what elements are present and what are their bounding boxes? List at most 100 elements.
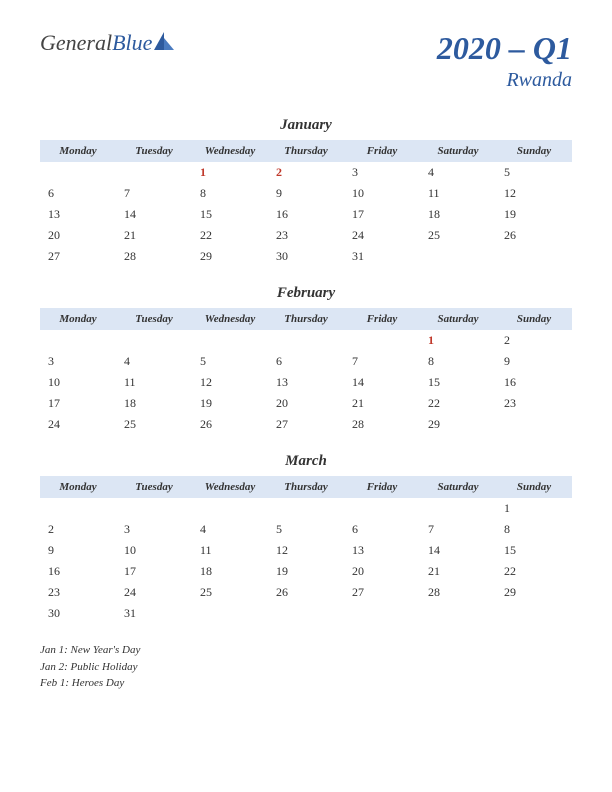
calendar-cell: 18 [116, 393, 192, 414]
calendar-cell: 27 [40, 246, 116, 267]
calendar-cell: 10 [116, 540, 192, 561]
month-block: MarchMondayTuesdayWednesdayThursdayFrida… [40, 453, 572, 624]
day-header: Friday [344, 308, 420, 330]
calendar-cell: 3 [116, 519, 192, 540]
day-header: Monday [40, 140, 116, 162]
calendar-cell: 13 [268, 372, 344, 393]
day-header: Sunday [496, 308, 572, 330]
month-block: February MondayTuesdayWednesdayThursdayFr… [40, 285, 572, 435]
calendar-table: MondayTuesdayWednesdayThursdayFridaySatu… [40, 140, 572, 267]
calendar-cell: 29 [496, 582, 572, 603]
calendar-cell: 16 [268, 204, 344, 225]
calendar-row: 2728293031 [40, 246, 572, 267]
calendar-cell: 24 [40, 414, 116, 435]
calendar-cell: 5 [192, 351, 268, 372]
calendar-cell: 20 [268, 393, 344, 414]
calendar-cell: 10 [344, 183, 420, 204]
calendar-cell: 8 [420, 351, 496, 372]
calendar-row: 17181920212223 [40, 393, 572, 414]
calendar-cell [40, 330, 116, 351]
day-header: Tuesday [116, 308, 192, 330]
calendar-row: 9101112131415 [40, 540, 572, 561]
day-header: Sunday [496, 476, 572, 498]
calendar-row: 12345 [40, 162, 572, 183]
calendar-cell [40, 162, 116, 183]
calendar-row: 20212223242526 [40, 225, 572, 246]
calendar-cell: 18 [420, 204, 496, 225]
calendar-cell: 27 [268, 414, 344, 435]
calendar-cell: 14 [344, 372, 420, 393]
logo-text-general: General [40, 30, 112, 56]
calendar-cell: 17 [40, 393, 116, 414]
calendar-cell: 30 [268, 246, 344, 267]
calendar-cell [116, 330, 192, 351]
calendar-cell: 4 [420, 162, 496, 183]
calendar-row: 16171819202122 [40, 561, 572, 582]
logo-text-blue: Blue [112, 30, 152, 56]
calendar-cell: 5 [268, 519, 344, 540]
calendar-cell: 19 [496, 204, 572, 225]
calendar-cell: 3 [40, 351, 116, 372]
calendar-cell: 25 [116, 414, 192, 435]
calendar-cell: 25 [192, 582, 268, 603]
calendar-cell: 15 [496, 540, 572, 561]
holiday-entry: Jan 1: New Year's Day [40, 642, 572, 659]
day-header: Saturday [420, 476, 496, 498]
holidays-list: Jan 1: New Year's DayJan 2: Public Holid… [40, 642, 572, 692]
calendar-cell [344, 330, 420, 351]
calendar-row: 23242526272829 [40, 582, 572, 603]
calendar-cell: 12 [268, 540, 344, 561]
calendar-cell: 17 [344, 204, 420, 225]
calendar-row: 3456789 [40, 351, 572, 372]
calendar-table: MondayTuesdayWednesdayThursdayFridaySatu… [40, 308, 572, 435]
calendar-cell: 7 [116, 183, 192, 204]
calendar-cell: 2 [268, 162, 344, 183]
country-name: Rwanda [437, 69, 572, 92]
calendar-cell: 29 [420, 414, 496, 435]
quarter-title: 2020 – Q1 [437, 30, 572, 67]
calendar-row: 12 [40, 330, 572, 351]
calendar-cell: 12 [496, 183, 572, 204]
calendar-cell: 6 [268, 351, 344, 372]
calendar-cell: 16 [40, 561, 116, 582]
calendar-cell: 11 [192, 540, 268, 561]
calendar-cell [192, 330, 268, 351]
day-header: Tuesday [116, 140, 192, 162]
calendar-cell: 2 [496, 330, 572, 351]
calendar-cell: 23 [40, 582, 116, 603]
calendar-cell: 31 [116, 603, 192, 624]
header: GeneralBlue 2020 – Q1 Rwanda [40, 30, 572, 92]
month-name: February [40, 285, 572, 302]
logo: GeneralBlue [40, 30, 174, 56]
day-header: Friday [344, 140, 420, 162]
calendar-cell: 26 [192, 414, 268, 435]
day-header: Thursday [268, 308, 344, 330]
calendar-cell: 7 [344, 351, 420, 372]
calendar-row: 242526272829 [40, 414, 572, 435]
calendar-cell: 17 [116, 561, 192, 582]
calendar-cell: 24 [116, 582, 192, 603]
calendar-cell: 20 [40, 225, 116, 246]
calendar-cell: 13 [344, 540, 420, 561]
calendar-cell [496, 246, 572, 267]
calendar-row: 6789101112 [40, 183, 572, 204]
day-header: Sunday [496, 140, 572, 162]
calendar-cell: 27 [344, 582, 420, 603]
calendar-cell: 1 [496, 498, 572, 519]
calendar-row: 3031 [40, 603, 572, 624]
calendar-cell [268, 603, 344, 624]
calendar-cell: 30 [40, 603, 116, 624]
holiday-entry: Feb 1: Heroes Day [40, 675, 572, 692]
calendar-cell: 13 [40, 204, 116, 225]
day-header: Wednesday [192, 308, 268, 330]
calendar-cell: 8 [192, 183, 268, 204]
calendar-cell [268, 330, 344, 351]
calendar-cell: 26 [268, 582, 344, 603]
calendar-row: 2345678 [40, 519, 572, 540]
calendar-cell: 1 [192, 162, 268, 183]
calendar-cell [192, 498, 268, 519]
calendar-cell: 26 [496, 225, 572, 246]
calendar-cell: 8 [496, 519, 572, 540]
calendar-cell [40, 498, 116, 519]
calendar-cell [420, 246, 496, 267]
